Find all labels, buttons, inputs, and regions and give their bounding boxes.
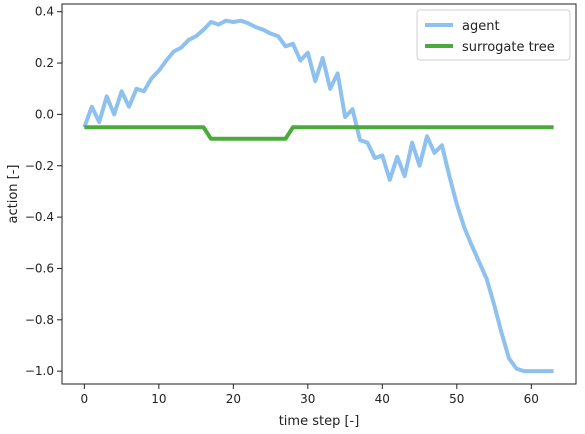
legend: agent surrogate tree (416, 9, 571, 61)
x-tick-label: 60 (524, 392, 539, 406)
legend-box (416, 9, 571, 61)
x-tick-label: 20 (226, 392, 241, 406)
x-tick-label: 10 (151, 392, 166, 406)
x-tick-label: 30 (300, 392, 315, 406)
y-tick-label: −0.2 (25, 159, 54, 173)
x-tick-label: 40 (375, 392, 390, 406)
series-line-agent (82, 18, 554, 374)
y-tick-label: −1.0 (25, 364, 54, 378)
y-tick-label: −0.8 (25, 313, 54, 327)
legend-label: surrogate tree (462, 40, 555, 55)
y-tick-label: −0.4 (25, 210, 54, 224)
y-tick-label: −0.6 (25, 261, 54, 275)
legend-label: agent (462, 19, 500, 34)
y-tick-label: 0.4 (35, 5, 54, 19)
y-tick-label: 0.0 (35, 107, 54, 121)
x-tick-label: 0 (81, 392, 89, 406)
series-line-surrogate-tree (84, 125, 554, 141)
axes: 0 10 20 30 40 50 60 −1.0 −0.8 −0.6 −0.4 −0.2 0.0 0.2 0… (25, 3, 577, 406)
y-tick-label: 0.2 (35, 56, 54, 70)
x-axis-label: time step [-] (279, 414, 360, 429)
x-tick-label: 50 (449, 392, 464, 406)
series-layer (82, 18, 554, 374)
axes-frame (61, 3, 577, 385)
y-axis-label: action [-] (6, 165, 21, 224)
